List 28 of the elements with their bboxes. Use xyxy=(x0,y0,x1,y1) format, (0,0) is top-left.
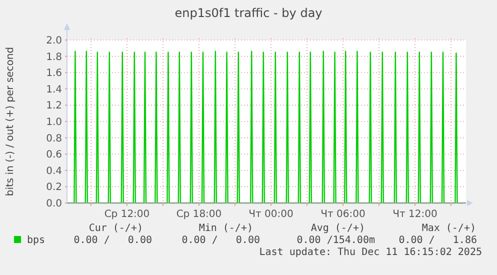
text: Avg (-/+) xyxy=(310,223,365,234)
text: Last update: Thu Dec 11 16:15:02 2025 xyxy=(259,247,482,258)
text: Cur (-/+) xyxy=(88,223,143,234)
x-tick-label: Ср 18:00 xyxy=(176,209,222,220)
x-tick-label: Чт 12:00 xyxy=(392,209,438,220)
y-tick-label: 2.0 xyxy=(46,36,62,46)
text: 0.00 / 0.00 xyxy=(182,235,260,246)
y-tick-label: 0.0 xyxy=(46,198,62,210)
text: 0.00 / 0.00 xyxy=(74,235,152,246)
y-tick-label: 0.8 xyxy=(46,133,62,144)
y-tick-label: 0.6 xyxy=(46,150,62,161)
text: Min (-/+) xyxy=(198,223,253,234)
y-tick-label: 0.2 xyxy=(46,182,62,194)
legend-label: bps xyxy=(27,235,46,246)
y-axis-title: bits in (-) / out (+) per second xyxy=(5,46,16,196)
text: 0.00 / 1.86 xyxy=(398,235,477,246)
y-tick-label: 1.8 xyxy=(46,52,62,63)
x-tick-label: Чт 06:00 xyxy=(320,209,366,220)
y-tick-label: 1.6 xyxy=(46,68,62,80)
x-tick-label: Чт 00:00 xyxy=(248,209,294,220)
y-tick-label: 1.2 xyxy=(46,100,62,112)
text: 0.00 /154.00m xyxy=(296,235,375,246)
chart-title: enp1s0f1 traffic - by day xyxy=(174,6,322,20)
y-tick-label: 1.4 xyxy=(46,84,62,96)
y-tick-label: 0.4 xyxy=(46,166,62,177)
y-tick-label: 1.0 xyxy=(46,117,62,128)
text: Max (-/+) xyxy=(422,223,476,234)
x-tick-label: Ср 12:00 xyxy=(104,209,150,220)
